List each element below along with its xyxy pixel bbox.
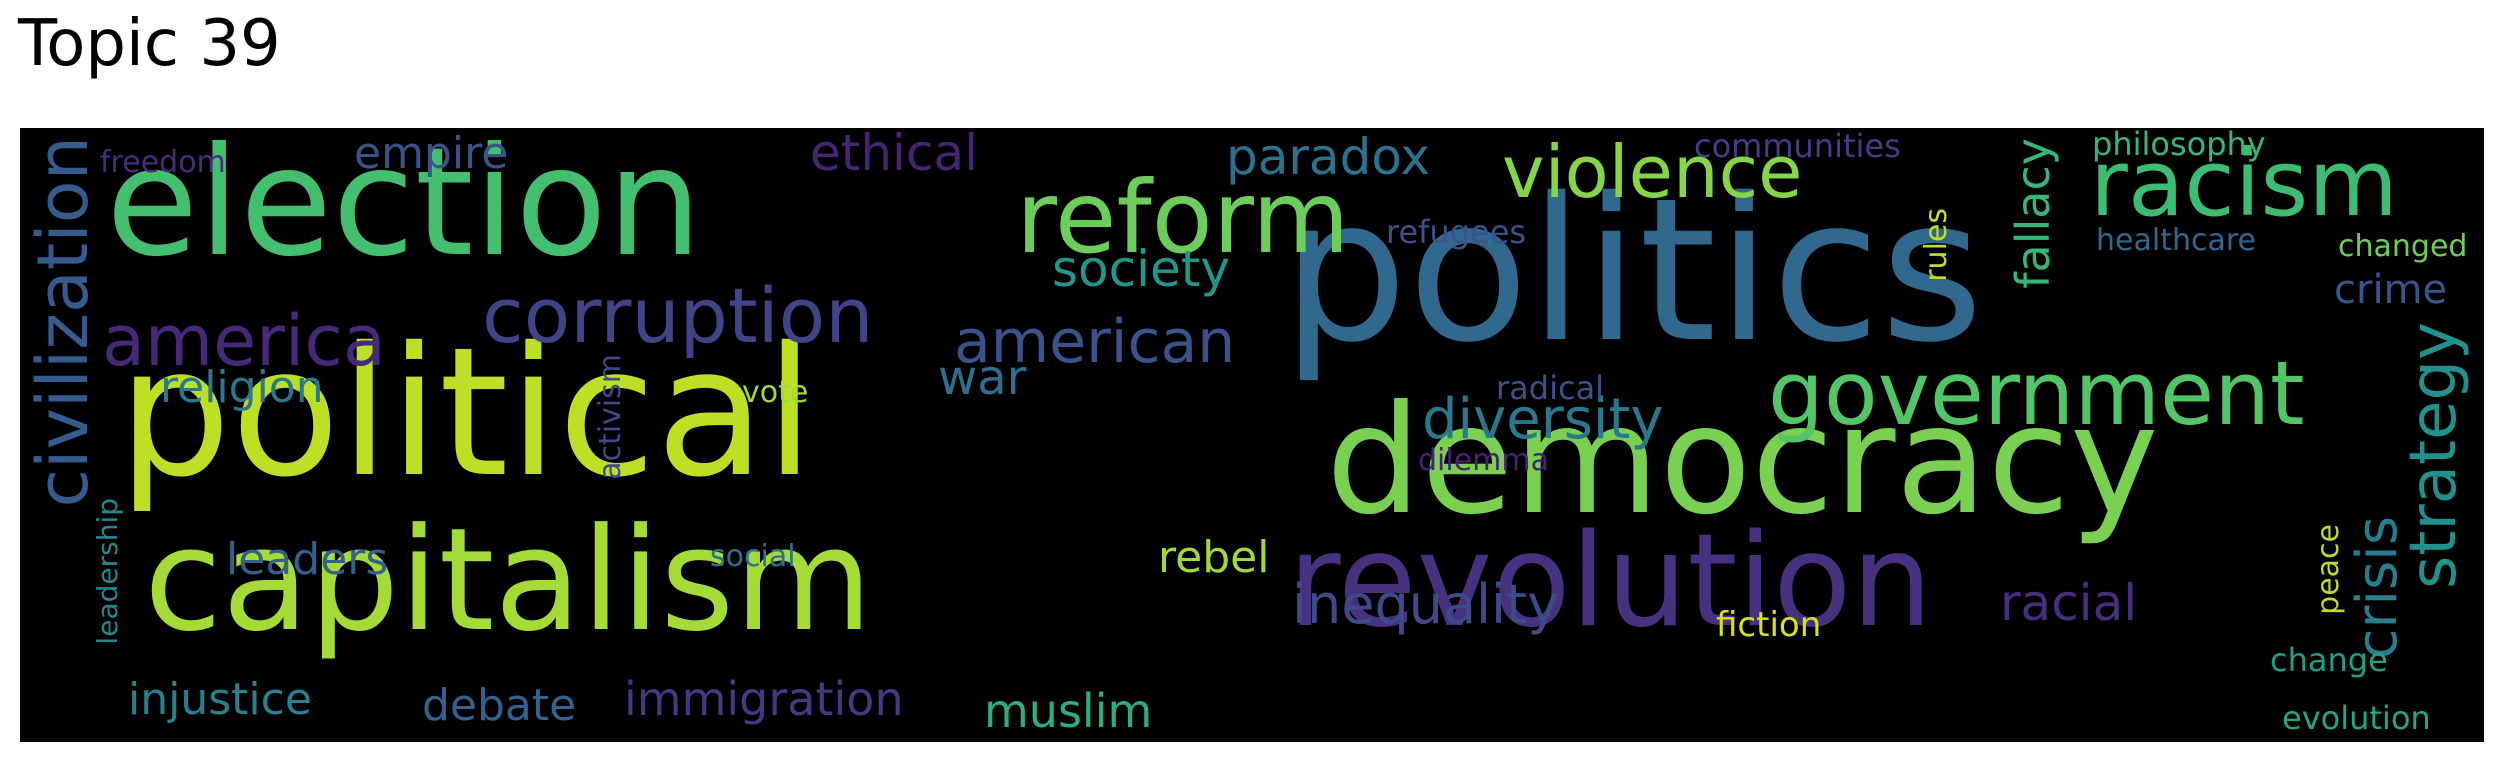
- word-social: social: [710, 539, 796, 574]
- word-empire: empire: [354, 128, 509, 179]
- word-ethical: ethical: [810, 128, 978, 182]
- word-activism: activism: [593, 354, 628, 480]
- word-freedom: freedom: [100, 145, 226, 180]
- word-political: political: [118, 309, 815, 516]
- word-politics: politics: [1282, 155, 1984, 386]
- word-reform: reform: [1016, 159, 1350, 276]
- word-war: war: [938, 350, 1027, 406]
- word-corruption: corruption: [482, 271, 874, 360]
- word-muslim: muslim: [984, 684, 1153, 738]
- word-violence: violence: [1502, 130, 1803, 214]
- word-fiction: fiction: [1716, 605, 1822, 645]
- word-civilization: civilization: [22, 136, 104, 508]
- word-racial: racial: [2000, 574, 2138, 632]
- word-changed: changed: [2338, 229, 2468, 264]
- word-leadership: leadership: [91, 498, 124, 645]
- word-strategy: strategy: [2397, 322, 2471, 589]
- word-immigration: immigration: [624, 672, 904, 726]
- word-government: government: [1768, 342, 2305, 445]
- word-rules: rules: [1919, 208, 1954, 282]
- word-change: change: [2270, 641, 2388, 679]
- word-cloud: politics political election democracy ca…: [20, 128, 2484, 742]
- word-fallacy: fallacy: [2006, 138, 2060, 289]
- word-dilemma: dilemma: [1418, 443, 1550, 478]
- word-democracy: democracy: [1326, 374, 2159, 548]
- word-election: election: [106, 128, 703, 290]
- word-inequality: inequality: [1292, 573, 1560, 636]
- word-racism: racism: [2090, 130, 2398, 237]
- word-paradox: paradox: [1226, 128, 1430, 186]
- word-capitalism: capitalism: [144, 498, 873, 663]
- word-vote: vote: [742, 375, 809, 410]
- word-religion: religion: [160, 362, 324, 413]
- word-crisis: crisis: [2345, 516, 2410, 660]
- word-american: american: [954, 307, 1236, 377]
- word-radical: radical: [1496, 369, 1605, 407]
- word-debate: debate: [422, 680, 577, 731]
- word-communities: communities: [1694, 128, 1901, 165]
- word-healthcare: healthcare: [2096, 223, 2256, 258]
- word-diversity: diversity: [1422, 387, 1664, 452]
- word-america: america: [102, 300, 386, 382]
- word-revolution: revolution: [1288, 507, 1933, 656]
- word-refugees: refugees: [1386, 213, 1527, 251]
- word-evolution: evolution: [2282, 699, 2431, 737]
- page-title: Topic 39: [18, 7, 281, 81]
- word-peace: peace: [2311, 524, 2346, 615]
- word-injustice: injustice: [128, 674, 312, 725]
- word-crime: crime: [2334, 267, 2448, 313]
- word-rebel: rebel: [1158, 532, 1270, 583]
- word-leaders: leaders: [226, 534, 389, 585]
- word-society: society: [1052, 240, 1230, 298]
- word-philosophy: philosophy: [2092, 128, 2266, 163]
